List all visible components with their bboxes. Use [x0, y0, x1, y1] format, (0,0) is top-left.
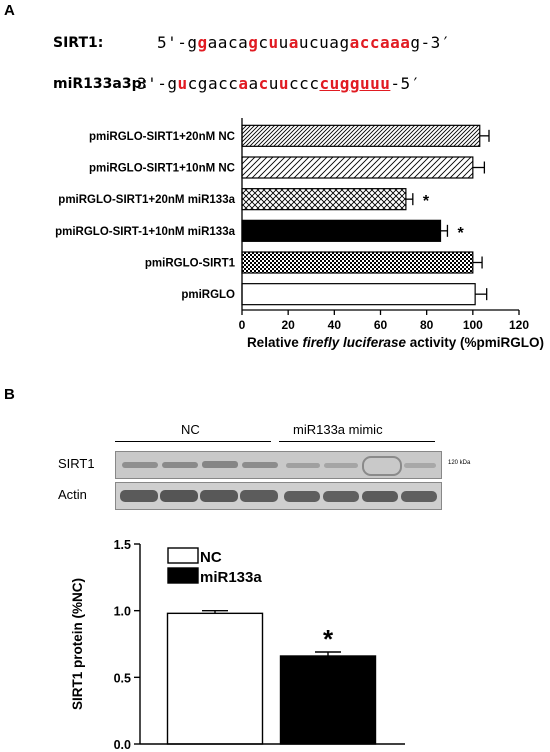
sirt1-seq-segment: accaaa	[349, 33, 411, 52]
sirt1-seq-name: SIRT1:	[53, 35, 104, 51]
protein-y-tick-label: 0.0	[114, 738, 131, 752]
mir-seq-segment: u	[278, 74, 290, 93]
mir-seq-segment: 3'-g	[137, 74, 178, 93]
significance-star: *	[457, 225, 464, 242]
western-blot: NC miR133a mimic SIRT1 Actin 120 kDa	[0, 420, 550, 520]
luciferase-bar	[241, 219, 442, 242]
sirt1-seq-segment: u	[268, 33, 279, 52]
mir-seq-segment: u	[177, 74, 188, 93]
sirt1-seq-segment: g	[197, 33, 208, 52]
luciferase-x-tick-label: 100	[463, 318, 483, 332]
sirt1-seq-segment: g-3′	[410, 33, 451, 52]
luciferase-x-tick-label: 0	[239, 318, 246, 332]
mir-sequence: 3'-gucgaccaacuuccccugguuu-5′	[137, 74, 421, 93]
luciferase-bar	[241, 124, 481, 147]
protein-y-tick-label: 1.0	[114, 605, 131, 619]
sirt1-seq-segment: u	[278, 33, 289, 52]
mir-seq-segment: -5′	[390, 74, 421, 93]
sirt1-seq-segment: aaca	[207, 33, 249, 52]
mir-seq-segment: a	[238, 74, 249, 93]
actin-blot-strip	[115, 482, 442, 510]
sirt1-seq-segment: 5'-g	[157, 33, 198, 52]
luciferase-x-tick-label: 60	[374, 318, 388, 332]
luciferase-x-tick-label: 80	[420, 318, 434, 332]
protein-bar	[166, 612, 264, 745]
sirt1-sequence: 5'-ggaacagcuuaucuagaccaaag-3′	[157, 33, 451, 52]
mir-seq-segment: cugguuu	[319, 74, 391, 93]
mir-seq-segment: c	[258, 74, 269, 93]
blot-row-sirt1-label: SIRT1	[58, 456, 95, 471]
luciferase-bar	[241, 251, 474, 274]
luciferase-bar	[241, 283, 476, 306]
nc-group-line	[115, 441, 271, 442]
protein-bar	[279, 655, 377, 745]
luciferase-category-label: pmiRGLO-SIRT-1+10nM miR133a	[55, 226, 235, 238]
mir-seq-name: miR133a3p:	[53, 76, 148, 92]
mir-seq-segment: u	[268, 74, 279, 93]
protein-y-tick-label: 0.5	[114, 671, 131, 685]
luciferase-bar-chart: pmiRGLO-SIRT1+20nM NC pmiRGLO-SIRT1+10nM …	[55, 118, 544, 350]
significance-star: *	[423, 193, 430, 210]
sirt1-protein-bar-chart: * 0.0 0.5 1.0 1.5 SIRT1 protein (%NC) NC miR133…	[70, 538, 405, 752]
blot-group-mimic-label: miR133a mimic	[293, 422, 383, 437]
sirt1-seq-segment: c	[258, 33, 269, 52]
luciferase-x-axis-label: Relative firefly luciferase activity (%p…	[247, 335, 544, 350]
luciferase-category-label: pmiRGLO	[181, 289, 235, 301]
luciferase-category-label: pmiRGLO-SIRT1+20nM NC	[89, 131, 235, 143]
luciferase-category-label: pmiRGLO-SIRT1+20nM miR133a	[58, 194, 235, 206]
size-marker-label: 120 kDa	[448, 460, 471, 466]
significance-star: *	[323, 624, 334, 654]
sirt1-seq-segment: ucuag	[298, 33, 350, 52]
legend-swatch	[167, 547, 199, 564]
luciferase-bar	[241, 188, 407, 211]
legend-label: NC	[200, 549, 222, 566]
legend-label: miR133a	[200, 569, 262, 586]
luciferase-x-tick-label: 120	[509, 318, 529, 332]
panel-label-a: A	[4, 2, 15, 19]
mir-seq-segment: ccc	[289, 74, 320, 93]
protein-y-tick-label: 1.5	[114, 538, 131, 552]
luciferase-category-label: pmiRGLO-SIRT1+10nM NC	[89, 163, 235, 175]
blot-group-nc-label: NC	[181, 422, 200, 437]
sirt1-blot-strip	[115, 451, 442, 479]
luciferase-category-label: pmiRGLO-SIRT1	[145, 258, 236, 270]
panel-label-b: B	[4, 386, 15, 403]
sirt1-seq-segment: a	[288, 33, 299, 52]
protein-y-axis-label: SIRT1 protein (%NC)	[70, 578, 85, 710]
luciferase-x-tick-label: 20	[281, 318, 295, 332]
luciferase-x-tick-label: 40	[328, 318, 342, 332]
mir-seq-segment: cgacc	[187, 74, 239, 93]
luciferase-bar	[241, 156, 474, 179]
blot-row-actin-label: Actin	[58, 487, 87, 502]
mimic-group-line	[279, 441, 435, 442]
legend-swatch	[167, 567, 199, 584]
mir-seq-segment: a	[248, 74, 259, 93]
sirt1-seq-segment: g	[248, 33, 259, 52]
